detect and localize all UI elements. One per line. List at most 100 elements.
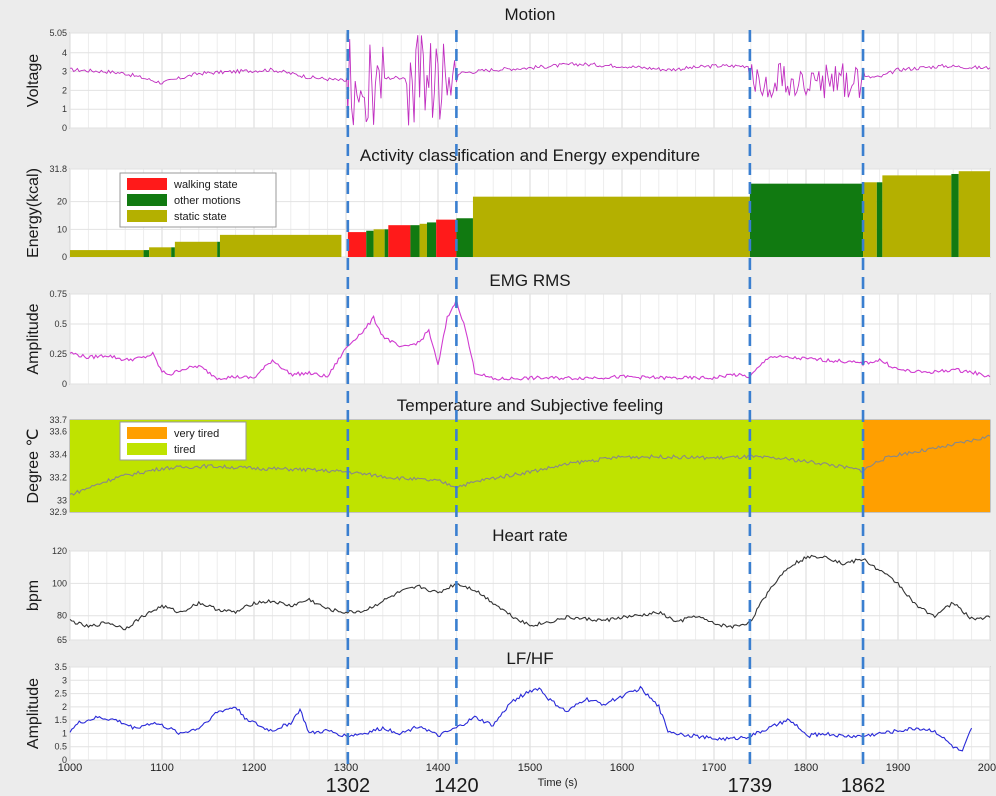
panel-2-legend-swatch bbox=[127, 178, 167, 190]
x-tick-label: 1200 bbox=[242, 762, 266, 774]
panel-6-ytick-label: 3.5 bbox=[54, 662, 67, 672]
panel-3-ytick-label: 0.75 bbox=[49, 289, 67, 299]
panel-2-bar bbox=[958, 171, 990, 257]
x-tick-label: 1000 bbox=[58, 762, 82, 774]
panel-2-ytick-label: 31.8 bbox=[49, 164, 67, 174]
panel-2-bar bbox=[217, 241, 220, 257]
panel-2-bar bbox=[863, 182, 877, 257]
panel-2-bar bbox=[384, 229, 389, 257]
panel-2-bar bbox=[410, 225, 420, 257]
panel-1-ytick-label: 3 bbox=[62, 67, 67, 77]
panel-2-title: Activity classification and Energy expen… bbox=[360, 146, 700, 165]
x-tick-label: 1600 bbox=[610, 762, 634, 774]
panel-2-bar bbox=[219, 234, 342, 257]
panel-2-bar bbox=[143, 250, 150, 257]
panel-2-bar bbox=[876, 182, 883, 257]
panel-4-ytick-label: 33.4 bbox=[49, 450, 67, 460]
marker-label: 1862 bbox=[841, 775, 886, 796]
panel-2-bar bbox=[436, 219, 457, 257]
panel-2-legend-label: walking state bbox=[173, 179, 238, 191]
panel-4-ytick-label: 33.7 bbox=[49, 415, 67, 425]
x-tick-label: 1100 bbox=[150, 762, 174, 774]
panel-3-ylabel: Amplitude bbox=[25, 303, 42, 374]
panel-4-title: Temperature and Subjective feeling bbox=[397, 396, 664, 415]
panel-6-ylabel: Amplitude bbox=[25, 678, 42, 749]
panel-1-title: Motion bbox=[504, 5, 555, 24]
panel-3-series-line bbox=[69, 298, 991, 381]
x-tick-label: 1500 bbox=[518, 762, 542, 774]
panel-2-legend-swatch bbox=[127, 210, 167, 222]
panel-5-ytick-label: 80 bbox=[57, 611, 67, 621]
panel-2-legend-label: other motions bbox=[174, 195, 241, 207]
panel-2-bar bbox=[426, 222, 437, 257]
panel-1-ytick-label: 5.05 bbox=[49, 28, 67, 38]
panel-3-title: EMG RMS bbox=[489, 271, 570, 290]
panel-2-bar bbox=[749, 183, 864, 257]
panel-4-legend-swatch bbox=[127, 427, 167, 439]
marker-label: 1739 bbox=[728, 775, 773, 796]
panel-6-series-line bbox=[69, 685, 973, 752]
panel-4-legend-swatch bbox=[127, 443, 167, 455]
panel-2-ytick-label: 20 bbox=[57, 197, 67, 207]
x-tick-label: 2000 bbox=[978, 762, 996, 774]
panel-1-ytick-label: 0 bbox=[62, 123, 67, 133]
panel-4-legend-label: tired bbox=[174, 444, 195, 456]
panel-2-legend-swatch bbox=[127, 194, 167, 206]
panel-6-ytick-label: 3 bbox=[62, 675, 67, 685]
panel-2-legend-label: static state bbox=[174, 211, 227, 223]
panel-2-bar bbox=[882, 175, 952, 257]
panel-5-ytick-label: 65 bbox=[57, 635, 67, 645]
panel-3-ytick-label: 0.5 bbox=[54, 319, 67, 329]
panel-5-title: Heart rate bbox=[492, 526, 568, 545]
panel-6-title: LF/HF bbox=[506, 649, 553, 668]
panel-4-ytick-label: 33.2 bbox=[49, 473, 67, 483]
panel-2-ylabel: Energy(kcal) bbox=[25, 168, 42, 258]
panel-1-series-line bbox=[70, 35, 991, 126]
panel-2-bar bbox=[456, 218, 473, 257]
panel-6-ytick-label: 0 bbox=[62, 755, 67, 765]
panel-2-ytick-label: 0 bbox=[62, 252, 67, 262]
panel-2-bar bbox=[174, 241, 218, 257]
panel-6-ytick-label: 1.5 bbox=[54, 715, 67, 725]
panel-4-series-line bbox=[69, 434, 991, 496]
panel-2-ytick-label: 10 bbox=[57, 224, 67, 234]
panel-2-bar bbox=[373, 229, 385, 257]
panel-2-bar bbox=[419, 223, 427, 257]
panel-2-bar bbox=[472, 196, 750, 257]
panel-1-ylabel: Voltage bbox=[25, 54, 42, 107]
panel-5-series-line bbox=[69, 554, 991, 631]
panel-1-ytick-label: 4 bbox=[62, 48, 67, 58]
panel-3-ytick-label: 0 bbox=[62, 379, 67, 389]
panel-2-bar bbox=[70, 250, 144, 257]
x-tick-label: 1400 bbox=[426, 762, 450, 774]
x-tick-label: 1300 bbox=[334, 762, 358, 774]
x-axis-label: Time (s) bbox=[538, 777, 578, 789]
panel-1-ytick-label: 2 bbox=[62, 85, 67, 95]
panel-4-ytick-label: 33 bbox=[57, 496, 67, 506]
panel-2-bar bbox=[951, 173, 959, 257]
panel-2-bar bbox=[347, 232, 367, 257]
panel-4-band-2 bbox=[863, 420, 990, 512]
panel-4-ytick-label: 32.9 bbox=[49, 507, 67, 517]
panel-6-ytick-label: 0.5 bbox=[54, 742, 67, 752]
panel-2-bar bbox=[366, 230, 374, 257]
panel-4-ytick-label: 33.6 bbox=[49, 427, 67, 437]
panel-4-ylabel: Degree ℃ bbox=[25, 429, 42, 504]
panel-2-bar bbox=[149, 247, 172, 257]
panel-3-ytick-label: 0.25 bbox=[49, 349, 67, 359]
panel-2-bar bbox=[388, 225, 411, 257]
x-tick-label: 1900 bbox=[886, 762, 910, 774]
panel-2-bar bbox=[171, 247, 175, 257]
panel-5-ytick-label: 120 bbox=[52, 546, 67, 556]
panel-4-legend-label: very tired bbox=[174, 428, 219, 440]
marker-label: 1302 bbox=[326, 775, 371, 796]
panel-6-ytick-label: 2.5 bbox=[54, 689, 67, 699]
panel-6-ytick-label: 1 bbox=[62, 728, 67, 738]
panel-5-ytick-label: 100 bbox=[52, 578, 67, 588]
panel-5-ylabel: bpm bbox=[25, 580, 42, 611]
x-tick-label: 1700 bbox=[702, 762, 726, 774]
panel-1-ytick-label: 1 bbox=[62, 104, 67, 114]
marker-label: 1420 bbox=[434, 775, 479, 796]
